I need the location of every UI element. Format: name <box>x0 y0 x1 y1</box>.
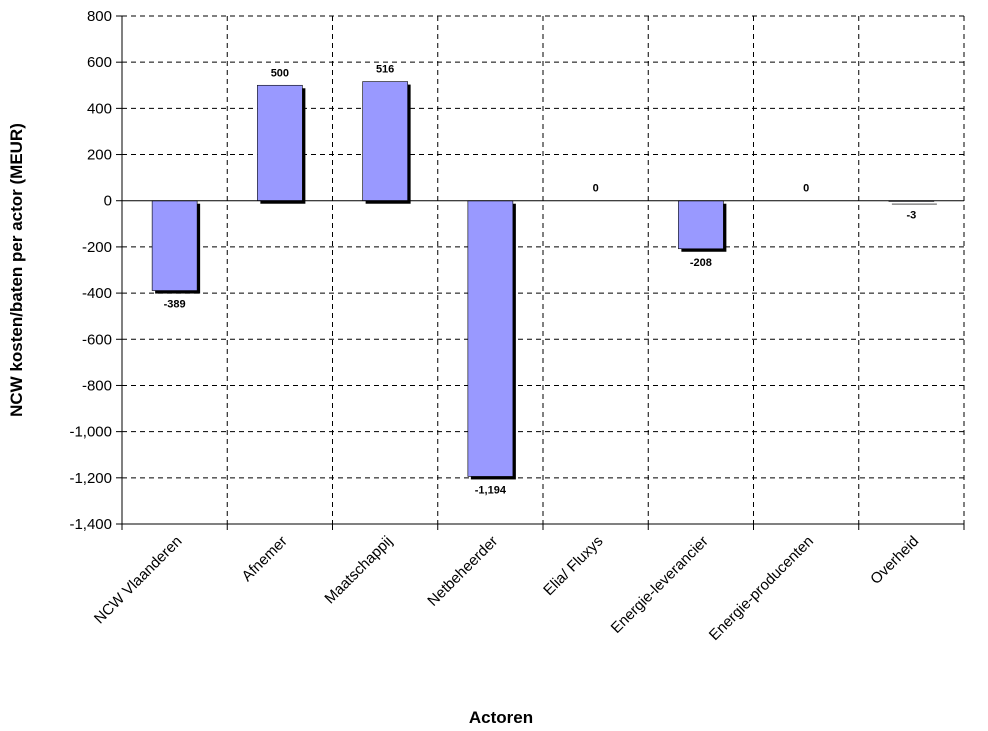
y-tick-label: -1,400 <box>69 516 112 533</box>
data-label: 0 <box>593 183 599 195</box>
bar <box>467 200 514 477</box>
y-tick-label: 200 <box>87 147 112 164</box>
x-tick-label: Maatschappij <box>321 533 396 608</box>
y-tick-label: 800 <box>87 8 112 25</box>
data-label: -389 <box>164 299 186 311</box>
data-labels: -389 500 516 -1,194 0 -208 0 -3 <box>164 64 917 497</box>
x-tick-label: Energie-producenten <box>706 533 817 644</box>
x-tick-label: Netbeheerder <box>424 533 501 610</box>
x-tick-label: NCW Vlaanderen <box>91 533 186 628</box>
x-tick-label: Overheid <box>867 533 922 588</box>
y-tick-label: -1,000 <box>69 424 112 441</box>
y-tick-label: 400 <box>87 100 112 117</box>
y-tick-label: 600 <box>87 54 112 71</box>
data-label: -1,194 <box>475 484 507 496</box>
x-tick-label: Elia/ Fluxys <box>540 533 606 599</box>
axes <box>116 15 965 530</box>
y-tick-label: 0 <box>104 193 112 210</box>
y-tick-label: -800 <box>82 377 112 394</box>
x-tick-label: Energie-leverancier <box>608 533 712 637</box>
y-tick-label: -400 <box>82 285 112 302</box>
data-label: 0 <box>803 183 809 195</box>
data-label: -208 <box>690 257 712 269</box>
y-axis-title: NCW kosten/baten per actor (MEUR) <box>7 123 26 417</box>
bar <box>362 81 408 202</box>
bar <box>257 84 303 202</box>
bar-shadow <box>891 203 937 205</box>
y-tick-labels: 800 600 400 200 0 -200 -400 -600 -800 -1,000 -1,20… <box>69 8 112 533</box>
x-axis-title: Actoren <box>469 708 533 727</box>
bar <box>151 200 198 291</box>
data-label: -3 <box>906 209 916 221</box>
data-label: 516 <box>376 64 394 76</box>
gridlines <box>122 15 965 525</box>
x-tick-label: Afnemer <box>239 533 291 585</box>
x-tick-labels: NCW Vlaanderen Afnemer Maatschappij Netbehe… <box>91 533 922 644</box>
data-label: 500 <box>271 67 289 79</box>
y-tick-label: -1,200 <box>69 470 112 487</box>
y-tick-label: -600 <box>82 331 112 348</box>
bars <box>151 81 937 480</box>
bar <box>678 200 724 250</box>
y-tick-label: -200 <box>82 239 112 256</box>
